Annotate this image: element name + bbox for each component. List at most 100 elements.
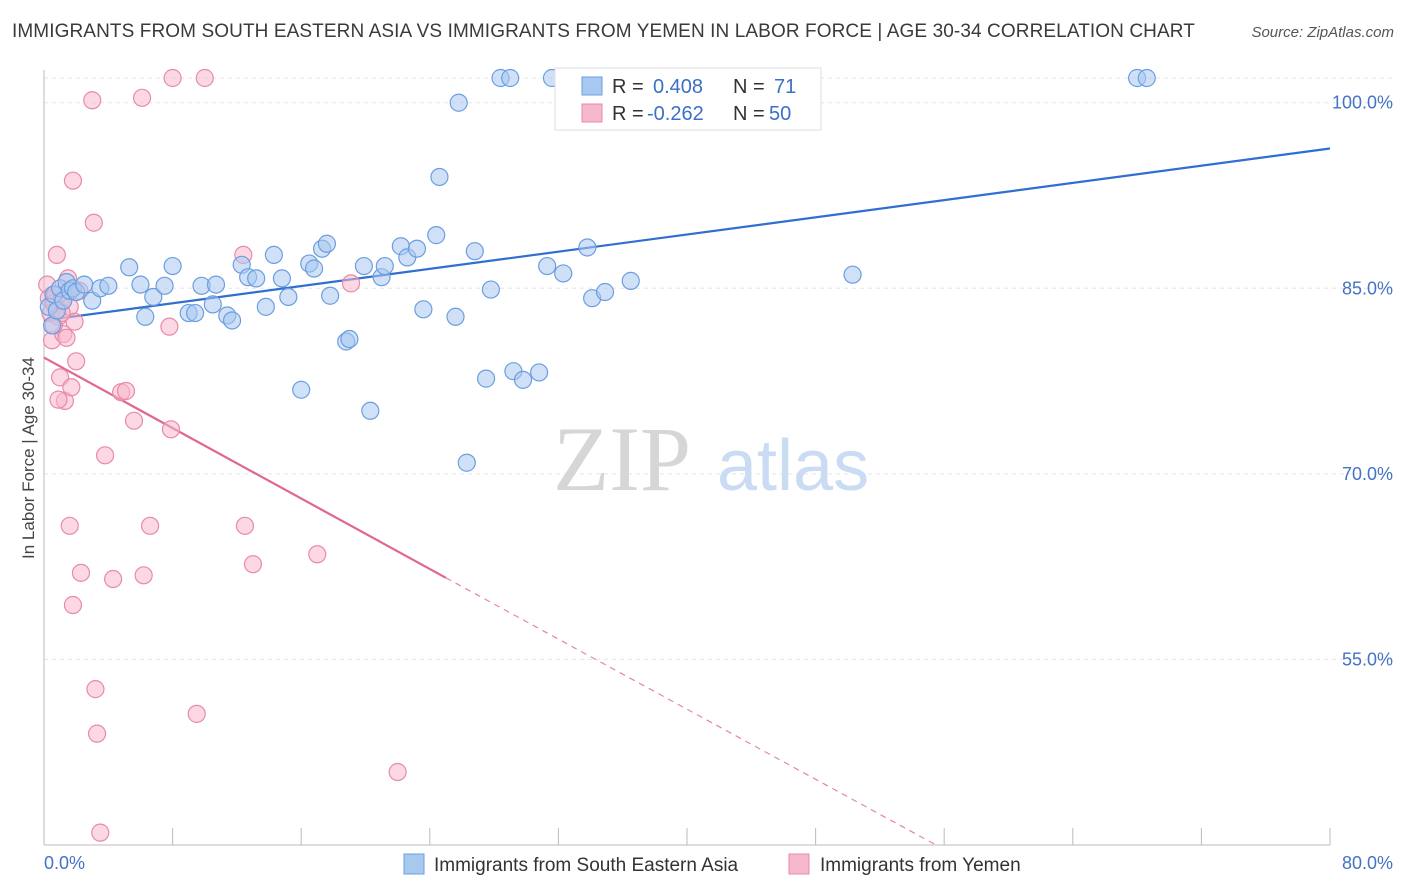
data-point-sea bbox=[272, 269, 292, 288]
legend-n-value-1: 71 bbox=[774, 76, 796, 98]
legend-n-label-1: N = bbox=[733, 76, 765, 98]
data-point-sea bbox=[481, 280, 500, 299]
data-point-sea bbox=[595, 282, 615, 302]
data-point-sea bbox=[843, 265, 862, 284]
data-point-yemen bbox=[140, 516, 160, 535]
watermark-atlas: atlas bbox=[717, 426, 869, 506]
y-tick-label: 100.0% bbox=[1332, 93, 1393, 113]
data-point-sea bbox=[264, 245, 283, 265]
data-point-sea bbox=[203, 295, 222, 314]
data-point-yemen bbox=[62, 378, 81, 397]
data-point-yemen bbox=[163, 68, 182, 88]
data-point-sea bbox=[375, 256, 394, 276]
data-point-sea bbox=[446, 307, 465, 326]
legend-r-value-2: -0.262 bbox=[647, 103, 704, 125]
data-point-yemen bbox=[132, 88, 152, 107]
data-point-sea bbox=[621, 271, 640, 290]
data-point-sea bbox=[430, 167, 449, 187]
data-point-sea bbox=[136, 307, 155, 326]
data-point-sea bbox=[292, 380, 311, 399]
watermark: ZIP atlas bbox=[553, 408, 869, 510]
chart-title: IMMIGRANTS FROM SOUTH EASTERN ASIA VS IM… bbox=[12, 21, 1195, 42]
x-tick-label-min: 0.0% bbox=[44, 853, 85, 873]
data-point-yemen bbox=[60, 516, 79, 535]
data-point-sea bbox=[407, 239, 427, 258]
data-point-yemen bbox=[63, 595, 83, 615]
data-point-sea bbox=[279, 287, 298, 307]
data-point-sea bbox=[317, 234, 337, 253]
legend: R = 0.408 N = 71 R = -0.262 N = 50 bbox=[554, 67, 822, 131]
data-point-yemen bbox=[86, 680, 105, 699]
x-tick-label-max: 80.0% bbox=[1342, 853, 1393, 873]
data-point-sea bbox=[476, 369, 496, 388]
data-point-yemen bbox=[95, 446, 115, 465]
y-tick-label: 55.0% bbox=[1342, 649, 1393, 669]
data-point-sea bbox=[449, 93, 468, 112]
legend-r-value-1: 0.408 bbox=[653, 76, 703, 98]
data-point-yemen bbox=[308, 545, 327, 564]
bottom-legend-label-1: Immigrants from South Eastern Asia bbox=[434, 855, 739, 876]
bottom-legend: Immigrants from South Eastern Asia Immig… bbox=[403, 853, 1021, 876]
data-point-yemen bbox=[160, 317, 179, 336]
data-point-yemen bbox=[83, 91, 102, 110]
legend-n-label-2: N = bbox=[733, 103, 765, 125]
data-point-sea bbox=[465, 242, 484, 261]
trend-lines bbox=[43, 147, 1331, 846]
y-tick-labels: 55.0% 70.0% 85.0% 100.0% bbox=[1332, 93, 1393, 670]
data-point-yemen bbox=[235, 516, 255, 535]
data-point-sea bbox=[538, 256, 557, 276]
data-point-yemen bbox=[341, 274, 361, 293]
data-point-yemen bbox=[47, 245, 66, 265]
data-point-yemen bbox=[134, 566, 153, 585]
watermark-zip: ZIP bbox=[553, 408, 691, 510]
trendline-yemen bbox=[43, 356, 447, 579]
data-point-sea bbox=[144, 287, 163, 307]
legend-swatch-pink bbox=[581, 103, 603, 123]
data-point-yemen bbox=[84, 213, 103, 232]
data-point-yemen bbox=[65, 312, 84, 331]
data-point-yemen bbox=[104, 569, 123, 589]
legend-swatch-blue bbox=[581, 76, 603, 96]
trendline-sea bbox=[43, 147, 1331, 322]
data-point-yemen bbox=[63, 171, 83, 190]
data-point-yemen bbox=[388, 762, 407, 782]
bottom-legend-swatch-blue bbox=[403, 853, 425, 875]
data-point-yemen bbox=[195, 68, 214, 88]
data-point-sea bbox=[120, 258, 139, 277]
data-point-sea bbox=[256, 297, 275, 316]
grid bbox=[44, 77, 1393, 660]
data-point-sea bbox=[414, 300, 433, 319]
data-point-sea bbox=[155, 276, 174, 295]
data-point-sea bbox=[578, 238, 597, 257]
y-tick-label: 85.0% bbox=[1342, 278, 1393, 298]
trendline-yemen-extension bbox=[445, 577, 937, 846]
data-point-sea bbox=[163, 256, 182, 276]
data-point-sea bbox=[1137, 68, 1156, 88]
chart-source: Source: ZipAtlas.com bbox=[1251, 24, 1394, 41]
data-point-sea bbox=[222, 311, 242, 330]
data-point-sea bbox=[501, 68, 520, 88]
data-point-sea bbox=[513, 370, 533, 389]
data-point-yemen bbox=[161, 420, 181, 439]
y-tick-label: 70.0% bbox=[1342, 464, 1393, 484]
data-point-yemen bbox=[124, 411, 144, 430]
data-point-yemen bbox=[49, 390, 68, 409]
data-point-yemen bbox=[116, 381, 136, 401]
data-point-yemen bbox=[57, 328, 76, 347]
data-point-sea bbox=[186, 303, 205, 323]
data-point-sea bbox=[354, 256, 373, 276]
data-point-sea bbox=[457, 453, 476, 472]
data-point-sea bbox=[206, 275, 226, 294]
data-point-sea bbox=[304, 259, 324, 278]
data-point-sea bbox=[247, 269, 266, 288]
data-point-yemen bbox=[187, 704, 206, 723]
data-point-sea bbox=[321, 286, 340, 305]
y-axis-label: In Labor Force | Age 30-34 bbox=[19, 357, 38, 559]
data-point-yemen bbox=[243, 555, 263, 574]
legend-r-label-1: R = bbox=[612, 76, 644, 98]
bottom-legend-label-2: Immigrants from Yemen bbox=[820, 855, 1021, 876]
data-point-sea bbox=[99, 276, 118, 295]
legend-n-value-2: 50 bbox=[769, 103, 791, 125]
data-point-sea bbox=[554, 264, 573, 283]
